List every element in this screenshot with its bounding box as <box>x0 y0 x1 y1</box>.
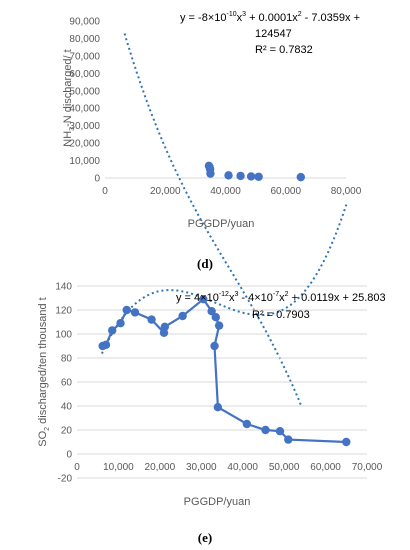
data-point <box>206 169 215 178</box>
y-tick-label: 120 <box>55 306 72 317</box>
y-tick-label: 10,000 <box>69 156 100 167</box>
data-point <box>242 419 252 429</box>
y-tick-label: 0 <box>66 450 72 461</box>
chart-panel-d: 0 10,000 20,000 30,000 40,000 50,000 60,000 70,… <box>62 11 362 406</box>
polynomial-trendline <box>123 33 302 406</box>
data-point <box>108 326 117 335</box>
x-axis-title: PGGDP/yuan <box>188 218 255 230</box>
y-tick-label: 40,000 <box>69 104 100 115</box>
y-tick-label: 70,000 <box>69 51 100 62</box>
y-tick-label: 30,000 <box>69 121 100 132</box>
x-axis-title: PGGDP/yuan <box>184 496 251 508</box>
y-tick-label: 20,000 <box>69 139 100 150</box>
y-tick-label: 40 <box>61 402 73 413</box>
x-tick-label: 70,000 <box>352 462 383 473</box>
r-squared-label: R² = 0.7903 <box>252 309 310 321</box>
trendline-equation: y = -8×10-10x3 + 0.0001x2 - 7.0359x + <box>180 11 360 24</box>
y-tick-label: 20 <box>61 426 73 437</box>
x-tick-label: 40,000 <box>227 462 258 473</box>
data-point <box>130 308 140 317</box>
data-point <box>261 425 270 435</box>
x-tick-label: 0 <box>102 186 108 197</box>
panel-label-e: (e) <box>198 530 212 545</box>
data-point <box>101 340 111 349</box>
data-point <box>213 403 223 412</box>
y-tick-label: 140 <box>55 282 72 293</box>
y-axis-title: NH3-N discharged/ t <box>62 49 76 146</box>
data-point <box>224 171 233 180</box>
panel-label-d: (d) <box>197 256 213 271</box>
y-tick-label: -20 <box>58 474 73 485</box>
trendline-equation-line2: 124547 <box>255 28 292 40</box>
y-tick-label: 80 <box>61 354 73 365</box>
y-tick-label: 100 <box>55 330 72 341</box>
r-squared-label: R² = 0.7832 <box>255 44 313 56</box>
x-tick-label: 20,000 <box>150 186 181 197</box>
data-point <box>284 435 293 444</box>
x-tick-label: 60,000 <box>270 186 301 197</box>
data-point <box>275 427 285 436</box>
y-axis-title: SO2 discharged/ten thousand t <box>37 297 51 446</box>
data-point <box>211 313 220 322</box>
data-point <box>116 319 125 328</box>
data-point <box>178 311 187 321</box>
x-tick-label: 50,000 <box>269 462 300 473</box>
data-point <box>214 321 224 330</box>
y-axis-ticks: 0 10,000 20,000 30,000 40,000 50,000 60,000 70,… <box>69 17 100 185</box>
data-point <box>246 172 256 181</box>
data-point <box>199 295 208 304</box>
data-point <box>147 315 156 324</box>
data-points <box>98 295 351 447</box>
y-tick-label: 80,000 <box>69 34 100 45</box>
data-point <box>122 305 131 315</box>
data-point <box>160 322 170 331</box>
data-points <box>204 161 306 182</box>
data-point <box>210 341 219 351</box>
data-point <box>296 172 306 182</box>
trendline-equation: y = 4×10-12x3 - 4×10-7x2 + 0.0119x + 25.… <box>176 291 386 304</box>
x-tick-label: 40,000 <box>210 186 241 197</box>
x-axis-ticks: 0 10,000 20,000 30,000 40,000 50,000 60,000 70,… <box>74 462 383 473</box>
x-tick-label: 10,000 <box>103 462 134 473</box>
data-point <box>254 172 263 181</box>
x-tick-label: 60,000 <box>310 462 341 473</box>
x-tick-label: 20,000 <box>145 462 176 473</box>
data-point <box>207 307 216 316</box>
y-tick-label: 50,000 <box>69 86 100 97</box>
y-tick-label: 60,000 <box>69 69 100 80</box>
data-point <box>342 437 351 447</box>
x-tick-label: 0 <box>74 462 80 473</box>
x-tick-label: 80,000 <box>331 186 362 197</box>
y-tick-label: 90,000 <box>69 17 100 28</box>
polynomial-trendline <box>100 204 348 355</box>
x-tick-label: 30,000 <box>186 462 217 473</box>
data-point <box>236 171 245 181</box>
y-tick-label: 0 <box>94 174 100 185</box>
x-axis-ticks: 0 20,000 40,000 60,000 80,000 <box>102 186 362 197</box>
y-tick-label: 60 <box>61 378 73 389</box>
